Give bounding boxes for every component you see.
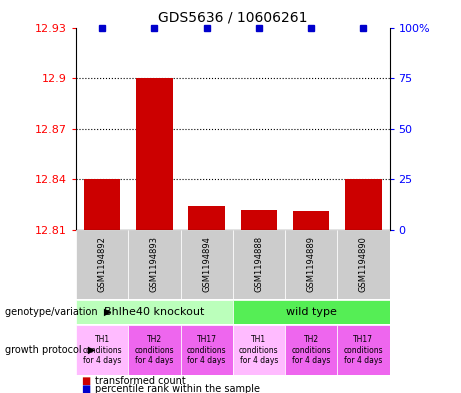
Bar xyxy=(84,179,120,230)
Text: TH17
conditions
for 4 days: TH17 conditions for 4 days xyxy=(187,335,226,365)
Text: ■: ■ xyxy=(81,384,90,393)
Bar xyxy=(233,325,285,375)
Text: TH1
conditions
for 4 days: TH1 conditions for 4 days xyxy=(239,335,279,365)
Text: TH2
conditions
for 4 days: TH2 conditions for 4 days xyxy=(135,335,174,365)
Text: GSM1194894: GSM1194894 xyxy=(202,236,211,292)
Text: percentile rank within the sample: percentile rank within the sample xyxy=(95,384,260,393)
Text: GSM1194890: GSM1194890 xyxy=(359,236,368,292)
Text: GSM1194893: GSM1194893 xyxy=(150,236,159,292)
Bar xyxy=(241,210,277,230)
Bar xyxy=(76,230,128,299)
Bar xyxy=(285,230,337,299)
Text: GSM1194892: GSM1194892 xyxy=(98,236,106,292)
Bar xyxy=(233,300,390,324)
Bar xyxy=(181,325,233,375)
Text: genotype/variation  ▶: genotype/variation ▶ xyxy=(5,307,111,317)
Bar xyxy=(128,325,181,375)
Bar xyxy=(337,230,390,299)
Title: GDS5636 / 10606261: GDS5636 / 10606261 xyxy=(158,11,307,25)
Bar xyxy=(345,179,382,230)
Text: ■: ■ xyxy=(81,376,90,386)
Text: TH2
conditions
for 4 days: TH2 conditions for 4 days xyxy=(291,335,331,365)
Bar xyxy=(293,211,330,230)
Text: wild type: wild type xyxy=(286,307,337,317)
Bar xyxy=(181,230,233,299)
Text: transformed count: transformed count xyxy=(95,376,185,386)
Bar xyxy=(337,325,390,375)
Text: GSM1194888: GSM1194888 xyxy=(254,236,263,292)
Bar xyxy=(76,300,233,324)
Bar xyxy=(76,325,128,375)
Bar xyxy=(285,325,337,375)
Text: GSM1194889: GSM1194889 xyxy=(307,236,316,292)
Bar xyxy=(233,230,285,299)
Bar xyxy=(136,78,173,230)
Text: Bhlhe40 knockout: Bhlhe40 knockout xyxy=(104,307,205,317)
Text: TH1
conditions
for 4 days: TH1 conditions for 4 days xyxy=(83,335,122,365)
Bar xyxy=(128,230,181,299)
Bar xyxy=(189,206,225,230)
Text: growth protocol  ▶: growth protocol ▶ xyxy=(5,345,95,355)
Text: TH17
conditions
for 4 days: TH17 conditions for 4 days xyxy=(343,335,383,365)
